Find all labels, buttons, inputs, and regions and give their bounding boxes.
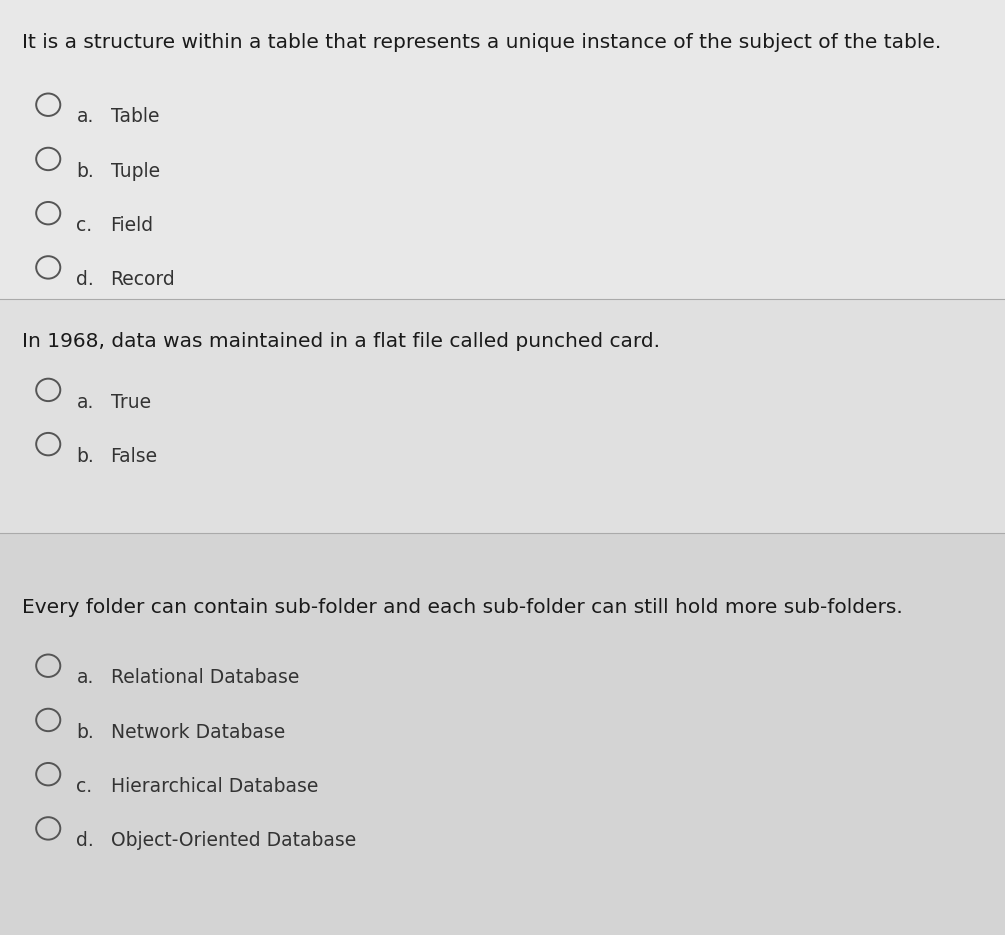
- Text: False: False: [111, 447, 158, 466]
- Text: Relational Database: Relational Database: [111, 669, 298, 687]
- Text: Network Database: Network Database: [111, 723, 284, 741]
- Bar: [0, 299, 1005, 533]
- Text: a.: a.: [76, 393, 93, 411]
- Text: b.: b.: [76, 447, 94, 466]
- Text: True: True: [111, 393, 151, 411]
- Text: a.: a.: [76, 108, 93, 126]
- Text: Field: Field: [111, 216, 154, 235]
- Text: a.: a.: [76, 669, 93, 687]
- Bar: [0, 533, 1005, 935]
- Text: c.: c.: [76, 216, 92, 235]
- Text: d.: d.: [76, 831, 94, 850]
- Text: Object-Oriented Database: Object-Oriented Database: [111, 831, 356, 850]
- Text: It is a structure within a table that represents a unique instance of the subjec: It is a structure within a table that re…: [22, 33, 942, 51]
- Text: Record: Record: [111, 270, 175, 289]
- Text: In 1968, data was maintained in a flat file called punched card.: In 1968, data was maintained in a flat f…: [22, 332, 660, 351]
- Text: c.: c.: [76, 777, 92, 796]
- Text: Tuple: Tuple: [111, 162, 160, 180]
- Text: b.: b.: [76, 723, 94, 741]
- Bar: [0, 0, 1005, 299]
- Text: d.: d.: [76, 270, 94, 289]
- Text: Hierarchical Database: Hierarchical Database: [111, 777, 318, 796]
- Text: b.: b.: [76, 162, 94, 180]
- Text: Every folder can contain sub-folder and each sub-folder can still hold more sub-: Every folder can contain sub-folder and …: [22, 598, 902, 617]
- Text: Table: Table: [111, 108, 159, 126]
